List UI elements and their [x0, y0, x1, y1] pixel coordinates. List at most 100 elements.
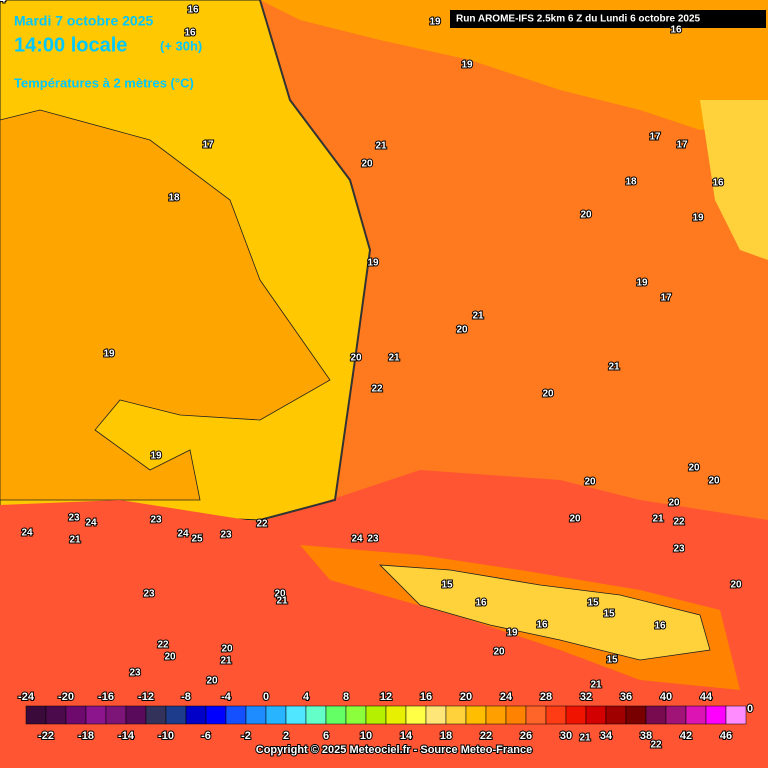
- colorbar-swatch: [505, 705, 527, 725]
- contour-label: 20: [221, 644, 233, 655]
- contour-label: 20: [274, 589, 286, 600]
- pyrenees-cool-zone: [378, 564, 711, 661]
- contour-label: 22: [256, 519, 268, 530]
- colorbar-bottom-label: 42: [680, 730, 692, 742]
- contour-label: 20: [668, 498, 680, 509]
- contour-label: 20: [350, 353, 362, 364]
- colorbar-top-label: 16: [420, 691, 432, 703]
- contour-label: 16: [475, 598, 487, 609]
- contour-label: 22: [371, 384, 383, 395]
- contour-label: 19: [150, 451, 162, 462]
- colorbar-swatch: [545, 705, 567, 725]
- colorbar-top-label: 32: [580, 691, 592, 703]
- colorbar-top-label: -4: [221, 691, 232, 703]
- contour-label: 21: [472, 311, 484, 322]
- colorbar-swatch: [685, 705, 707, 725]
- colorbar-swatch: [425, 705, 447, 725]
- colorbar-bottom-label: -14: [118, 730, 135, 742]
- contour-label: 24: [0, 0, 6, 6]
- contour-label: 23: [68, 513, 80, 524]
- colorbar-bottom-label: 10: [360, 730, 372, 742]
- contour-label: 20: [542, 389, 554, 400]
- forecast-time: 14:00 locale: [14, 34, 127, 56]
- colorbar-swatch: [65, 705, 87, 725]
- contour-label: 21: [375, 141, 387, 152]
- colorbar-bottom-label: -2: [241, 730, 251, 742]
- contour-label: 24: [351, 534, 363, 545]
- contour-label: 23: [150, 515, 162, 526]
- contour-label: 21: [220, 656, 232, 667]
- colorbar-swatch: [585, 705, 607, 725]
- colorbar-swatch: [385, 705, 407, 725]
- contour-label: 21: [276, 596, 288, 607]
- colorbar-top-label: -16: [98, 691, 114, 703]
- contour-label: 15: [441, 580, 453, 591]
- contour-label: 21: [608, 362, 620, 373]
- colorbar-top-label: 20: [460, 691, 472, 703]
- contour-label: 20: [493, 647, 505, 658]
- contour-label: 20: [569, 514, 581, 525]
- map-subtitle: Températures à 2 mètres (°C): [14, 75, 194, 90]
- contour-label: 17: [660, 293, 672, 304]
- colorbar-swatch: [25, 705, 47, 725]
- contour-label: 21: [579, 733, 591, 744]
- colorbar-swatch: [625, 705, 647, 725]
- contour-label: 16: [184, 28, 196, 39]
- colorbar-swatch: [345, 705, 367, 725]
- contour-label: 23: [673, 544, 685, 555]
- colorbar-bottom-label: 30: [560, 730, 572, 742]
- contour-label: 23: [129, 668, 141, 679]
- colorbar-top-label: -24: [18, 691, 35, 703]
- contour-label: 22: [650, 740, 662, 751]
- colorbar-bottom-label: 14: [400, 730, 413, 742]
- north-land: [260, 0, 768, 130]
- colorbar-top-label: 0: [263, 691, 269, 703]
- colorbar-end-label: 0: [747, 703, 753, 715]
- colorbar-swatch: [525, 705, 547, 725]
- contour-label: 16: [187, 5, 199, 16]
- colorbar-bottom-label: -6: [201, 730, 211, 742]
- colorbar-swatch: [485, 705, 507, 725]
- colorbar-swatch: [45, 705, 67, 725]
- contour-label: 21: [388, 353, 400, 364]
- south-warm-zone: [0, 470, 768, 768]
- contour-label: 20: [584, 477, 596, 488]
- colorbar-swatch: [465, 705, 487, 725]
- contour-label: 20: [164, 652, 176, 663]
- colorbar-swatch: [185, 705, 207, 725]
- contour-label: 23: [367, 534, 379, 545]
- colorbar-swatch: [445, 705, 467, 725]
- colorbar-swatch: [365, 705, 387, 725]
- colorbar-bottom-label: 18: [440, 730, 452, 742]
- colorbar-top-label: 4: [303, 691, 310, 703]
- colorbar-top-label: 8: [343, 691, 349, 703]
- contour-label: 18: [625, 177, 637, 188]
- colorbar-swatch: [285, 705, 307, 725]
- colorbar-swatch: [405, 705, 427, 725]
- colorbar-bottom-label: 26: [520, 730, 532, 742]
- colorbar-swatch: [245, 705, 267, 725]
- contour-label: 17: [202, 140, 214, 151]
- colorbar-top-label: -20: [58, 691, 74, 703]
- contour-label: 23: [220, 530, 232, 541]
- contour-label: 15: [603, 609, 615, 620]
- contour-label: 20: [361, 159, 373, 170]
- contour-label: 24: [85, 518, 97, 529]
- contour-label: 21: [69, 535, 81, 546]
- contour-label: 21: [652, 514, 664, 525]
- contour-label: 18: [168, 193, 180, 204]
- colorbar-swatch: [565, 705, 587, 725]
- colorbar-top-label: 12: [380, 691, 392, 703]
- contour-label: 19: [636, 278, 648, 289]
- colorbar-swatch: [265, 705, 287, 725]
- contour-label: 24: [21, 528, 33, 539]
- contour-label: 22: [673, 517, 685, 528]
- contour-label: 16: [654, 621, 666, 632]
- colorbar-top-label: -12: [138, 691, 154, 703]
- colorbar-bottom-label: 6: [323, 730, 329, 742]
- contour-label: 19: [692, 213, 704, 224]
- contour-label: 19: [506, 628, 518, 639]
- contour-label: 24: [177, 529, 189, 540]
- colorbar-swatch: [305, 705, 327, 725]
